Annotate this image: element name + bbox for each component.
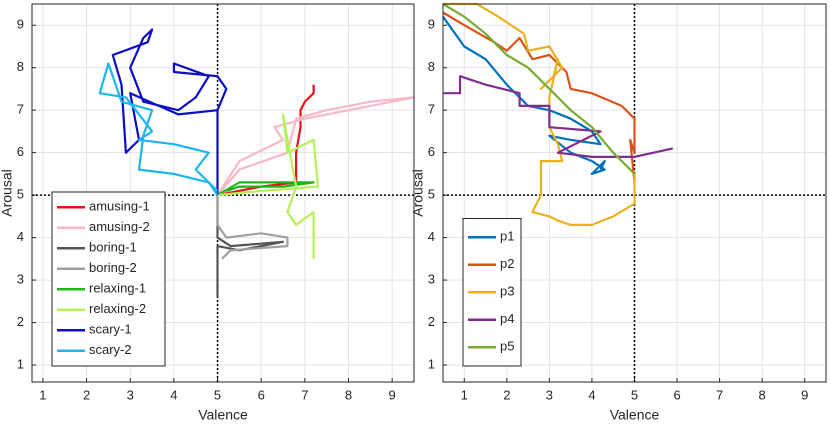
- axes-box: [442, 3, 827, 383]
- legend-label: scary-2: [89, 342, 132, 357]
- legend-label: boring-1: [89, 240, 137, 255]
- legend-label: p1: [500, 229, 514, 244]
- x-tick-label: 3: [127, 387, 134, 402]
- legend-label: scary-1: [89, 322, 132, 337]
- y-tick-label: 3: [17, 272, 24, 287]
- x-tick-label: 4: [588, 387, 595, 402]
- y-axis-label: Arousal: [0, 169, 15, 216]
- legend-label: relaxing-2: [89, 301, 146, 316]
- y-tick-label: 7: [428, 102, 435, 117]
- series-line: [217, 113, 320, 259]
- y-tick-label: 4: [428, 229, 435, 244]
- x-tick-label: 7: [716, 387, 723, 402]
- y-tick-label: 6: [17, 144, 24, 159]
- y-tick-label: 9: [17, 17, 24, 32]
- series-line: [216, 195, 285, 298]
- x-tick-label: 2: [503, 387, 510, 402]
- axes-box: [31, 3, 415, 383]
- legend-label: p5: [500, 339, 514, 354]
- y-tick-label: 1: [17, 356, 24, 371]
- y-tick-label: 1: [428, 356, 435, 371]
- legend-label: amusing-2: [89, 219, 150, 234]
- y-tick-label: 8: [17, 59, 24, 74]
- x-tick-label: 2: [83, 387, 90, 402]
- y-tick-label: 2: [428, 314, 435, 329]
- x-tick-label: 1: [39, 387, 46, 402]
- y-axis-label: Arousal: [410, 169, 426, 216]
- y-tick-label: 7: [17, 102, 24, 117]
- legend-label: p4: [500, 311, 514, 326]
- legend-label: amusing-1: [89, 199, 150, 214]
- x-tick-label: 6: [673, 387, 680, 402]
- x-tick-label: 6: [258, 387, 265, 402]
- y-tick-label: 6: [428, 144, 435, 159]
- series-line: [217, 84, 315, 197]
- y-tick-label: 8: [428, 59, 435, 74]
- x-axis-label: Valence: [198, 407, 248, 423]
- legend-label: relaxing-1: [89, 281, 146, 296]
- series-line: [98, 62, 219, 196]
- y-tick-label: 5: [428, 187, 435, 202]
- chart-panel: 1 2 3 4 5 6 7 8 9 1 2 3 4 5 6 7 8 9 Valence Arousal amusing-…: [0, 3, 416, 423]
- series-line: [442, 3, 636, 175]
- series-line: [443, 75, 674, 158]
- x-tick-label: 7: [301, 387, 308, 402]
- x-tick-label: 8: [345, 387, 352, 402]
- x-tick-label: 9: [389, 387, 396, 402]
- series-line: [443, 2, 636, 226]
- x-tick-label: 8: [759, 387, 766, 402]
- y-tick-label: 2: [17, 314, 24, 329]
- series-line: [216, 181, 315, 197]
- x-tick-label: 4: [170, 387, 177, 402]
- legend-label: p2: [500, 256, 514, 271]
- legend-label: p3: [500, 284, 514, 299]
- series-line: [442, 16, 606, 175]
- legend: amusing-1 amusing-2 boring-1 boring-2 relaxi…: [51, 191, 166, 367]
- legend-label: boring-2: [89, 260, 137, 275]
- legend: p1 p2 p3 p4 p5: [462, 218, 522, 367]
- x-axis-label: Valence: [610, 407, 660, 423]
- series-line: [111, 28, 228, 196]
- y-tick-label: 5: [17, 187, 24, 202]
- series-line: [216, 195, 289, 260]
- x-tick-label: 1: [461, 387, 468, 402]
- y-tick-label: 3: [428, 272, 435, 287]
- x-tick-label: 3: [546, 387, 553, 402]
- chart-panel: 1 2 3 4 5 6 7 8 9 1 2 3 4 5 6 7 8 9 Valence Arousal p1 p2 p3 p4…: [410, 2, 827, 423]
- y-tick-label: 9: [428, 17, 435, 32]
- legend-box: [51, 191, 166, 367]
- y-tick-label: 4: [17, 229, 24, 244]
- x-tick-label: 9: [801, 387, 808, 402]
- x-tick-label: 5: [631, 387, 638, 402]
- x-tick-label: 5: [214, 387, 221, 402]
